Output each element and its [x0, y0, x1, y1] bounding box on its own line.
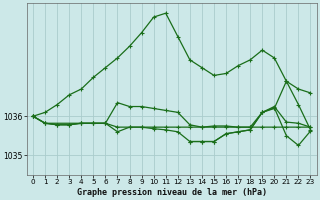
X-axis label: Graphe pression niveau de la mer (hPa): Graphe pression niveau de la mer (hPa) — [77, 188, 267, 197]
